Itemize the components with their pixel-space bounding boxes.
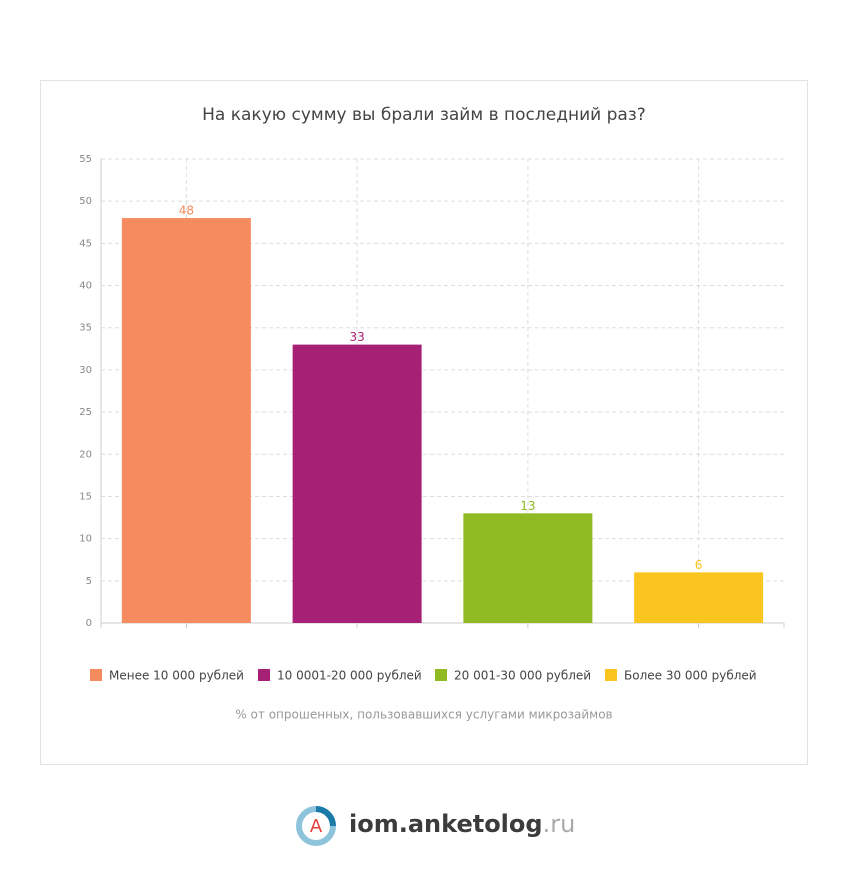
logo: A iom.anketolog.ru (296, 806, 575, 846)
y-tick-label: 5 (86, 576, 92, 587)
logo-inner (304, 814, 328, 838)
y-tick-label: 45 (79, 238, 92, 249)
y-tick-label: 15 (79, 491, 92, 502)
y-tick-label: 30 (79, 365, 92, 376)
y-tick-label: 20 (79, 449, 92, 460)
value-label: 48 (179, 204, 194, 218)
logo-name-text: iom.anketolog (349, 810, 543, 838)
y-tick-label: 55 (79, 154, 92, 165)
logo-domain: .ru (543, 810, 576, 838)
legend-label: Более 30 000 рублей (624, 669, 757, 683)
bar (463, 513, 593, 623)
value-label: 6 (695, 558, 703, 572)
chart-title: На какую сумму вы брали займ в последний… (202, 105, 646, 125)
bar (292, 344, 422, 623)
value-label: 33 (349, 330, 364, 344)
value-label: 13 (520, 499, 535, 513)
y-tick-label: 10 (79, 534, 92, 545)
logo-name: iom.anketolog.ru (349, 810, 575, 838)
legend-swatch (605, 669, 617, 681)
logo-letter: A (310, 816, 323, 837)
legend-swatch (258, 669, 270, 681)
bar (634, 572, 764, 623)
bar (121, 218, 251, 623)
legend-label: 20 001-30 000 рублей (454, 669, 591, 683)
y-tick-label: 25 (79, 407, 92, 418)
legend-swatch (90, 669, 102, 681)
y-tick-label: 35 (79, 323, 92, 334)
legend-label: Менее 10 000 рублей (109, 669, 244, 683)
y-tick-label: 0 (86, 618, 92, 629)
logo-arc (315, 806, 336, 827)
y-tick-label: 50 (79, 196, 92, 207)
legend-label: 10 0001-20 000 рублей (277, 669, 422, 683)
y-tick-label: 40 (79, 281, 92, 292)
chart-note: % от опрошенных, пользовавшихся услугами… (235, 708, 612, 722)
legend-swatch (435, 669, 447, 681)
